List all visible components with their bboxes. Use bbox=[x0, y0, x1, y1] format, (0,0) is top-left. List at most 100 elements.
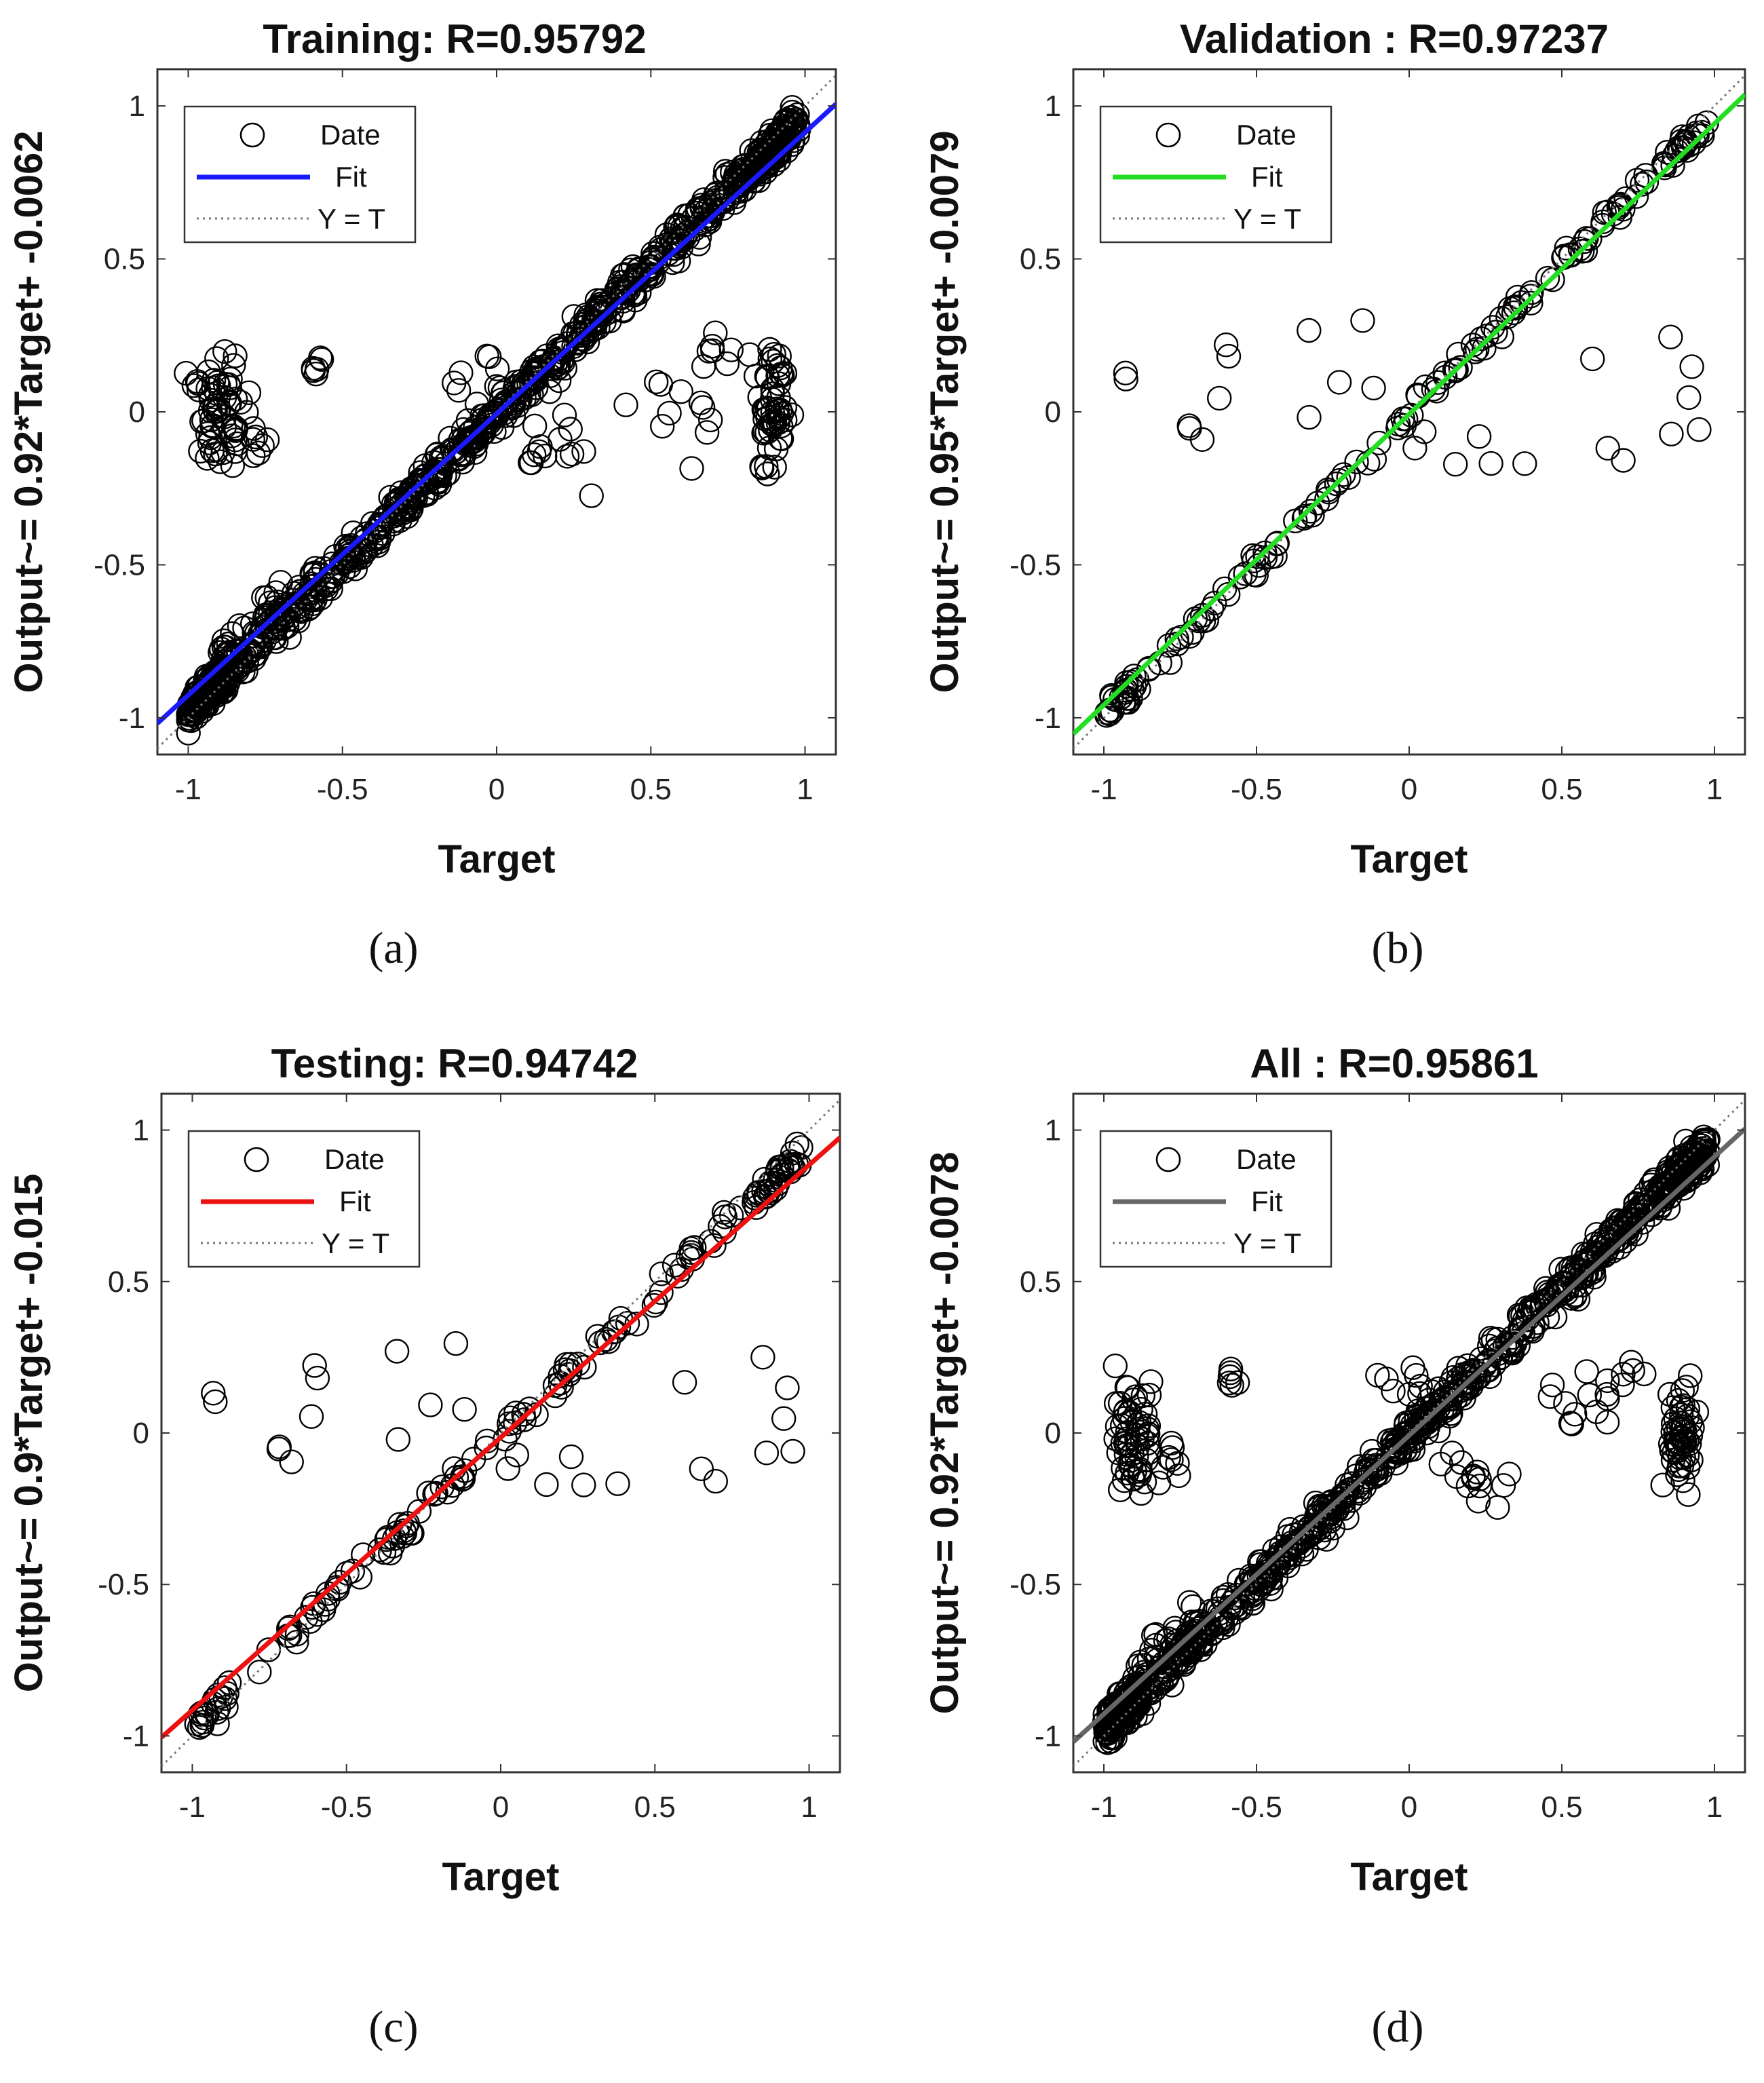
data-point bbox=[385, 1427, 410, 1452]
legend-marker-date bbox=[244, 1147, 269, 1172]
y-tick-label: -0.5 bbox=[1010, 1568, 1061, 1601]
data-point bbox=[1350, 308, 1375, 333]
data-point bbox=[279, 1449, 304, 1474]
data-point bbox=[1666, 1153, 1691, 1178]
data-point bbox=[693, 208, 719, 233]
data-point bbox=[413, 463, 438, 489]
legend-label-fit: Fit bbox=[1251, 161, 1283, 193]
data-point bbox=[203, 1389, 228, 1415]
data-point bbox=[765, 120, 790, 146]
data-point bbox=[1670, 1416, 1695, 1441]
x-tick-label: 1 bbox=[801, 1791, 817, 1824]
panel-label-a: (a) bbox=[368, 923, 419, 973]
data-point bbox=[1485, 1326, 1510, 1352]
data-point bbox=[1114, 1375, 1139, 1400]
data-point bbox=[1572, 229, 1597, 254]
data-point bbox=[1264, 531, 1289, 556]
data-point bbox=[1176, 413, 1202, 438]
data-point bbox=[407, 469, 433, 495]
legend-label-date: Date bbox=[320, 119, 381, 151]
data-point bbox=[763, 145, 789, 170]
x-tick-label: 1 bbox=[797, 773, 813, 806]
legend-marker-date bbox=[1155, 122, 1181, 148]
data-point bbox=[299, 574, 324, 599]
data-point bbox=[204, 1700, 229, 1725]
data-point bbox=[1481, 1352, 1507, 1377]
data-point bbox=[1115, 689, 1140, 715]
data-point bbox=[1189, 427, 1215, 452]
data-point bbox=[1648, 1173, 1674, 1198]
data-point bbox=[1595, 1368, 1620, 1394]
data-point bbox=[1412, 419, 1437, 444]
data-point bbox=[1198, 1599, 1223, 1624]
x-tick-label: 1 bbox=[1706, 773, 1723, 806]
chart-all: -1 -0.5 0 0.5 1 -1 -0.5 0 0.5 1 All : R=0.95861 Tar… bbox=[923, 1041, 1746, 1899]
data-point bbox=[197, 430, 223, 455]
y-tick-label: -1 bbox=[119, 702, 145, 735]
data-point bbox=[769, 426, 794, 451]
legend-label-date: Date bbox=[1236, 119, 1297, 151]
data-point bbox=[1426, 1395, 1451, 1421]
data-point bbox=[1611, 448, 1636, 473]
data-point bbox=[605, 1471, 630, 1496]
data-point bbox=[192, 1705, 217, 1731]
data-point bbox=[1674, 1375, 1699, 1400]
data-point bbox=[495, 1456, 520, 1481]
data-point bbox=[747, 385, 772, 410]
data-point bbox=[1662, 143, 1687, 168]
data-point bbox=[246, 440, 271, 465]
data-point bbox=[1666, 1435, 1692, 1461]
x-tick-label: -1 bbox=[175, 773, 202, 806]
y-tick-label: -0.5 bbox=[94, 548, 145, 581]
legend-label-identity: Y = T bbox=[318, 203, 385, 235]
data-point bbox=[649, 1261, 674, 1286]
data-point bbox=[688, 390, 714, 415]
data-point bbox=[1114, 674, 1139, 699]
legend-label-identity: Y = T bbox=[1233, 203, 1301, 235]
data-point bbox=[1668, 137, 1693, 163]
data-point bbox=[1461, 1464, 1486, 1489]
data-point bbox=[768, 356, 793, 381]
data-point bbox=[1219, 1373, 1244, 1398]
x-tick-label: -0.5 bbox=[1231, 1791, 1282, 1824]
data-point bbox=[1650, 1472, 1675, 1497]
data-point bbox=[761, 412, 786, 438]
data-point bbox=[679, 456, 704, 481]
data-point bbox=[533, 443, 558, 469]
data-point bbox=[1666, 1388, 1691, 1413]
plot-contents bbox=[161, 1098, 840, 1767]
data-point bbox=[302, 1353, 327, 1378]
data-point bbox=[1169, 624, 1194, 650]
data-point bbox=[421, 462, 446, 487]
x-tick-label: 0.5 bbox=[634, 1791, 676, 1824]
legend-label-date: Date bbox=[1236, 1143, 1297, 1175]
y-tick-label: -1 bbox=[1035, 1719, 1061, 1753]
data-point bbox=[548, 1371, 573, 1396]
data-point bbox=[1535, 1280, 1560, 1305]
data-point bbox=[1509, 290, 1534, 316]
data-point bbox=[788, 1135, 813, 1160]
data-point bbox=[1424, 379, 1449, 404]
chart-validation: -1 -0.5 0 0.5 1 -1 -0.5 0 0.5 1 Validation : R=0.9… bbox=[923, 16, 1746, 881]
y-tick-label: 0.5 bbox=[108, 1265, 149, 1299]
data-point bbox=[780, 1438, 805, 1464]
x-tick-label: -0.5 bbox=[321, 1791, 372, 1824]
panel-label-b: (b) bbox=[1371, 923, 1424, 973]
plot-contents bbox=[157, 74, 836, 750]
data-point bbox=[672, 1370, 697, 1395]
data-point bbox=[1316, 480, 1341, 505]
data-point bbox=[1240, 1586, 1265, 1611]
data-point bbox=[1132, 1470, 1157, 1495]
data-point bbox=[1574, 1359, 1599, 1384]
data-point bbox=[427, 457, 452, 482]
data-point bbox=[1113, 360, 1138, 385]
y-tick-label: 0 bbox=[1045, 396, 1061, 429]
data-point bbox=[761, 349, 786, 374]
data-point bbox=[690, 395, 716, 420]
x-tick-label: 0.5 bbox=[1541, 773, 1582, 806]
x-tick-label: 0.5 bbox=[630, 773, 672, 806]
data-point bbox=[1326, 370, 1352, 395]
x-tick-label: 0 bbox=[493, 1791, 509, 1824]
data-point bbox=[1444, 1464, 1470, 1489]
data-point bbox=[1336, 465, 1361, 490]
